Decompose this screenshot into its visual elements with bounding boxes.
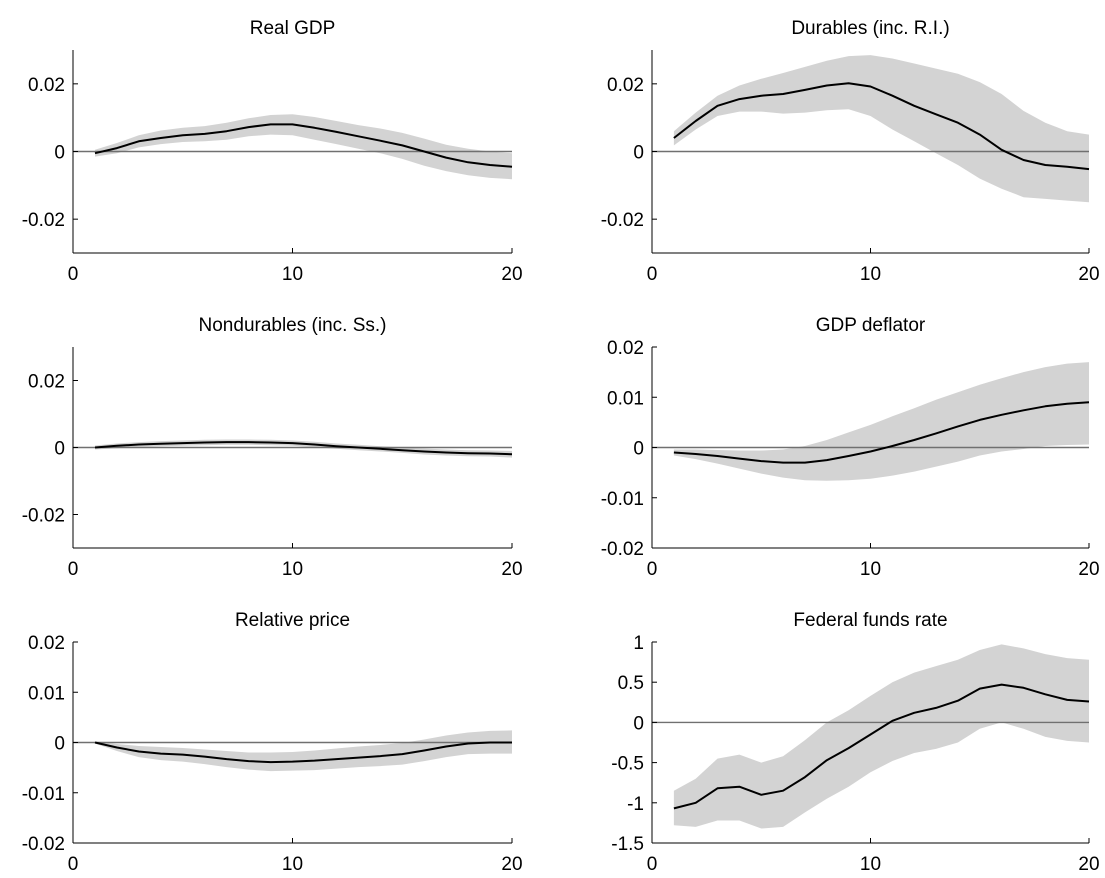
y-tick-label: 0 (54, 439, 65, 460)
median-response-line (94, 741, 512, 764)
median-response-line (673, 683, 1090, 810)
panel-3: Nondurables (inc. Ss.) -0.02 0 0.02 0 10 20 (22, 315, 523, 580)
panel-1: Real GDP -0.02 0 0.02 0 10 20 (22, 18, 523, 285)
y-tick-label: 1 (633, 633, 644, 654)
y-tick-label: 0 (633, 143, 644, 164)
y-tick-label: 0.02 (607, 338, 644, 359)
panel-5: Relative price -0.02 -0.01 0 0.01 0.02 0 10 20 (22, 610, 523, 875)
y-tick-label: 0.01 (607, 388, 644, 409)
y-tick-label: -0.01 (22, 784, 65, 805)
x-tick-label: 0 (647, 264, 658, 285)
y-tick-label: 0.02 (607, 75, 644, 96)
y-tick-label: 0 (633, 713, 644, 734)
y-tick-label: -0.02 (22, 210, 65, 231)
panel-title: Federal funds rate (793, 610, 947, 631)
confidence-band (95, 114, 512, 180)
panel-4: GDP deflator -0.02 -0.01 0 0.01 0.02 0 10 20 (601, 315, 1100, 580)
panel-6: Federal funds rate-1.5-1-0.500.510 10 20 (611, 610, 1099, 875)
panel-title: Nondurables (inc. Ss.) (199, 315, 387, 336)
confidence-band (673, 644, 1089, 829)
y-tick-label: 0.02 (28, 75, 65, 96)
x-tick-label: 0 (68, 264, 79, 285)
x-tick-label: 10 (282, 264, 303, 285)
x-tick-label: 20 (501, 264, 522, 285)
y-tick-label: -1 (627, 794, 644, 815)
x-tick-label: 10 (282, 854, 303, 875)
y-tick-label: 0.02 (28, 633, 65, 654)
x-tick-label: 20 (501, 559, 522, 580)
y-tick-label: -0.02 (601, 210, 644, 231)
y-tick-label: 0 (633, 439, 644, 460)
y-tick-label: -0.02 (22, 506, 65, 527)
x-tick-label: 20 (501, 854, 522, 875)
x-tick-label: 20 (1078, 559, 1099, 580)
panel-2: Durables (inc. R.I.) -0.02 0 0.02 0 10 20 (601, 18, 1100, 285)
y-tick-label: -0.01 (601, 489, 644, 510)
confidence-band (673, 362, 1089, 481)
y-tick-label: 0.5 (618, 673, 644, 694)
panel-title: Durables (inc. R.I.) (791, 18, 949, 39)
x-tick-label: 10 (860, 264, 881, 285)
x-tick-label: 20 (1078, 854, 1099, 875)
y-tick-label: -0.02 (22, 834, 65, 855)
y-tick-label: -1.5 (611, 834, 644, 855)
x-tick-label: 10 (860, 559, 881, 580)
x-tick-label: 0 (647, 559, 658, 580)
panel-title: Relative price (235, 610, 350, 631)
confidence-band (95, 439, 512, 458)
y-tick-label: 0.02 (28, 372, 65, 393)
y-tick-label: -0.5 (611, 754, 644, 775)
x-tick-label: 0 (647, 854, 658, 875)
median-response-line (673, 401, 1090, 464)
panel-title: Real GDP (250, 18, 336, 39)
y-tick-label: -0.02 (601, 539, 644, 560)
x-tick-label: 10 (860, 854, 881, 875)
median-response-line (94, 123, 513, 168)
y-tick-label: 0 (54, 143, 65, 164)
confidence-band (95, 730, 512, 772)
median-response-line (94, 441, 513, 456)
x-tick-label: 10 (282, 559, 303, 580)
panel-title: GDP deflator (816, 315, 926, 336)
x-tick-label: 0 (68, 854, 79, 875)
confidence-band (673, 55, 1089, 203)
x-tick-label: 20 (1078, 264, 1099, 285)
y-tick-label: 0.01 (28, 683, 65, 704)
y-tick-label: 0 (54, 734, 65, 755)
median-response-line (673, 82, 1090, 171)
x-tick-label: 0 (68, 559, 79, 580)
